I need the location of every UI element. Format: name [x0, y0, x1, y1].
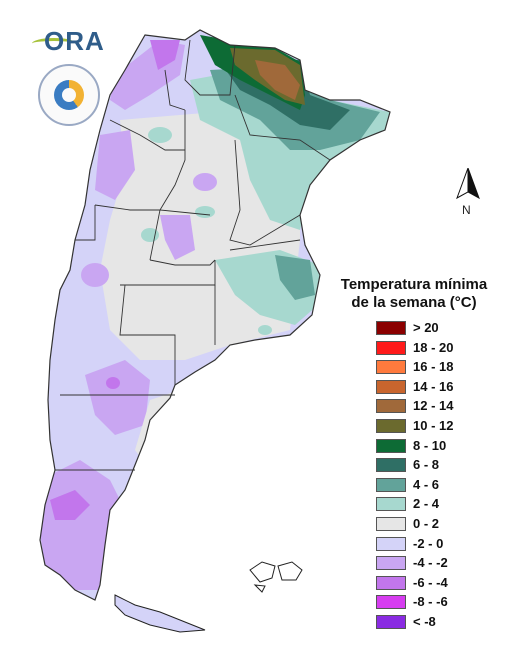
legend-label: 4 - 6 — [413, 476, 440, 492]
malvinas-islands — [249, 561, 303, 593]
legend-label: < -8 — [413, 613, 436, 629]
legend-label: -4 - -2 — [413, 555, 448, 571]
legend-title-line1: Temperatura mínima — [340, 276, 488, 293]
legend-swatch — [376, 321, 406, 335]
legend-label: -6 - -4 — [413, 574, 448, 590]
legend-label: 0 - 2 — [413, 515, 440, 531]
legend-swatch — [376, 556, 406, 571]
province-borders — [39, 29, 391, 601]
tierra-del-fuego — [114, 594, 206, 633]
legend-swatch — [376, 399, 406, 414]
legend-label: 14 - 16 — [413, 378, 454, 394]
legend-swatch — [376, 614, 406, 629]
legend-swatch — [376, 575, 406, 590]
legend-swatch — [376, 438, 406, 453]
legend-label: -8 - -6 — [413, 594, 448, 610]
smn-seal-logo — [38, 64, 100, 126]
logo-swoosh — [32, 38, 76, 49]
legend-label: 2 - 4 — [413, 496, 440, 512]
legend-swatch — [376, 379, 406, 394]
legend-swatch — [376, 458, 406, 473]
legend-label: 8 - 10 — [413, 437, 447, 453]
legend-swatch — [376, 360, 406, 375]
legend-swatch — [376, 340, 406, 355]
legend-swatch — [376, 516, 406, 531]
legend-label: 16 - 18 — [413, 359, 454, 375]
legend-title-line2: de la semana (°C) — [351, 294, 477, 311]
legend-swatch — [376, 536, 406, 551]
legend-label: > 20 — [413, 320, 439, 335]
north-arrow-icon — [456, 168, 480, 200]
legend-swatch — [376, 595, 406, 610]
ora-logo-text: ORA — [44, 26, 105, 56]
legend-label: 18 - 20 — [413, 339, 454, 355]
legend-label: -2 - 0 — [413, 535, 444, 551]
legend-title: Temperatura mínima de la semana (°C) — [330, 276, 498, 312]
north-arrow-label: N — [462, 203, 471, 217]
legend-label: 12 - 14 — [413, 398, 454, 414]
legend-swatch — [376, 418, 406, 433]
legend-swatch — [376, 477, 406, 492]
smn-seal-emblem — [54, 80, 84, 110]
legend-swatch — [376, 497, 406, 512]
legend-label: 6 - 8 — [413, 457, 440, 473]
legend-label: 10 - 12 — [413, 417, 454, 433]
